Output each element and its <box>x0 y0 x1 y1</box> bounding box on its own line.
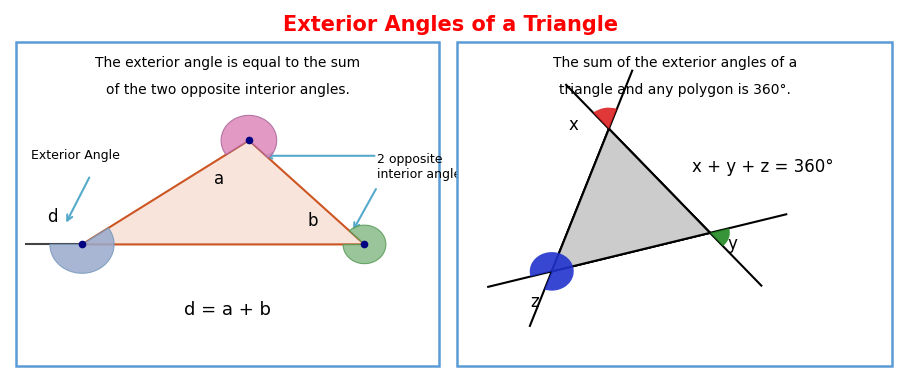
Text: b: b <box>308 212 318 230</box>
Text: y: y <box>727 236 737 254</box>
Text: The sum of the exterior angles of a: The sum of the exterior angles of a <box>552 56 797 70</box>
Text: of the two opposite interior angles.: of the two opposite interior angles. <box>105 83 350 97</box>
Text: z: z <box>530 293 539 311</box>
Wedge shape <box>530 252 574 291</box>
Text: 2 opposite
interior angles: 2 opposite interior angles <box>378 153 468 181</box>
Polygon shape <box>551 129 710 272</box>
Text: x: x <box>569 116 578 134</box>
Text: Exterior Angles of a Triangle: Exterior Angles of a Triangle <box>283 15 618 35</box>
Polygon shape <box>82 141 364 244</box>
Wedge shape <box>221 115 277 158</box>
Wedge shape <box>593 108 617 129</box>
Wedge shape <box>50 228 114 273</box>
Text: d = a + b: d = a + b <box>184 301 271 319</box>
Text: x + y + z = 360°: x + y + z = 360° <box>692 158 833 176</box>
Text: Exterior Angle: Exterior Angle <box>31 149 120 162</box>
Text: The exterior angle is equal to the sum: The exterior angle is equal to the sum <box>95 56 360 70</box>
Text: d: d <box>47 208 58 226</box>
Wedge shape <box>710 228 730 246</box>
Text: a: a <box>214 170 224 188</box>
Wedge shape <box>343 225 386 264</box>
Text: triangle and any polygon is 360°.: triangle and any polygon is 360°. <box>559 83 791 97</box>
FancyBboxPatch shape <box>15 42 440 366</box>
FancyBboxPatch shape <box>457 42 893 366</box>
